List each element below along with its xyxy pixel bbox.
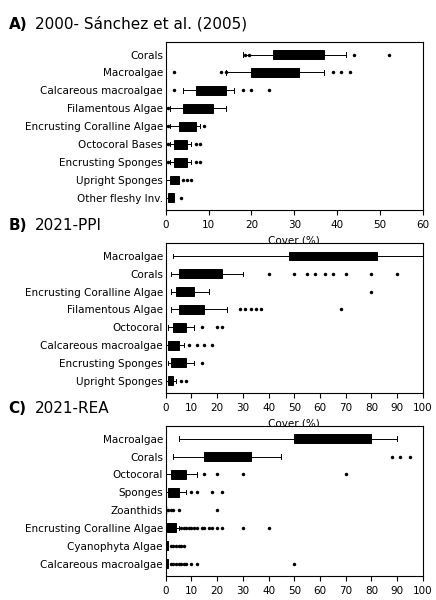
PathPatch shape <box>174 140 187 149</box>
PathPatch shape <box>289 251 377 260</box>
PathPatch shape <box>171 470 186 479</box>
PathPatch shape <box>196 86 226 95</box>
PathPatch shape <box>294 434 371 443</box>
X-axis label: Cover (%): Cover (%) <box>269 236 320 246</box>
Text: 2021-REA: 2021-REA <box>35 401 109 416</box>
PathPatch shape <box>176 287 194 296</box>
Text: C): C) <box>9 401 27 416</box>
Text: 2021-PPI: 2021-PPI <box>35 218 102 233</box>
PathPatch shape <box>166 559 168 568</box>
Text: B): B) <box>9 218 27 233</box>
PathPatch shape <box>179 305 204 314</box>
Text: 2000- Sánchez et al. (2005): 2000- Sánchez et al. (2005) <box>35 16 247 32</box>
PathPatch shape <box>174 323 186 332</box>
PathPatch shape <box>166 541 168 550</box>
PathPatch shape <box>168 341 179 350</box>
PathPatch shape <box>170 176 179 184</box>
PathPatch shape <box>168 488 179 497</box>
PathPatch shape <box>171 358 186 367</box>
PathPatch shape <box>168 376 174 385</box>
PathPatch shape <box>168 193 174 202</box>
PathPatch shape <box>167 523 176 532</box>
PathPatch shape <box>252 68 299 77</box>
Text: A): A) <box>9 17 27 32</box>
PathPatch shape <box>174 158 187 167</box>
X-axis label: Cover (%): Cover (%) <box>269 419 320 428</box>
PathPatch shape <box>273 50 324 59</box>
PathPatch shape <box>179 122 196 131</box>
PathPatch shape <box>179 269 222 278</box>
PathPatch shape <box>183 104 213 113</box>
PathPatch shape <box>204 452 251 461</box>
